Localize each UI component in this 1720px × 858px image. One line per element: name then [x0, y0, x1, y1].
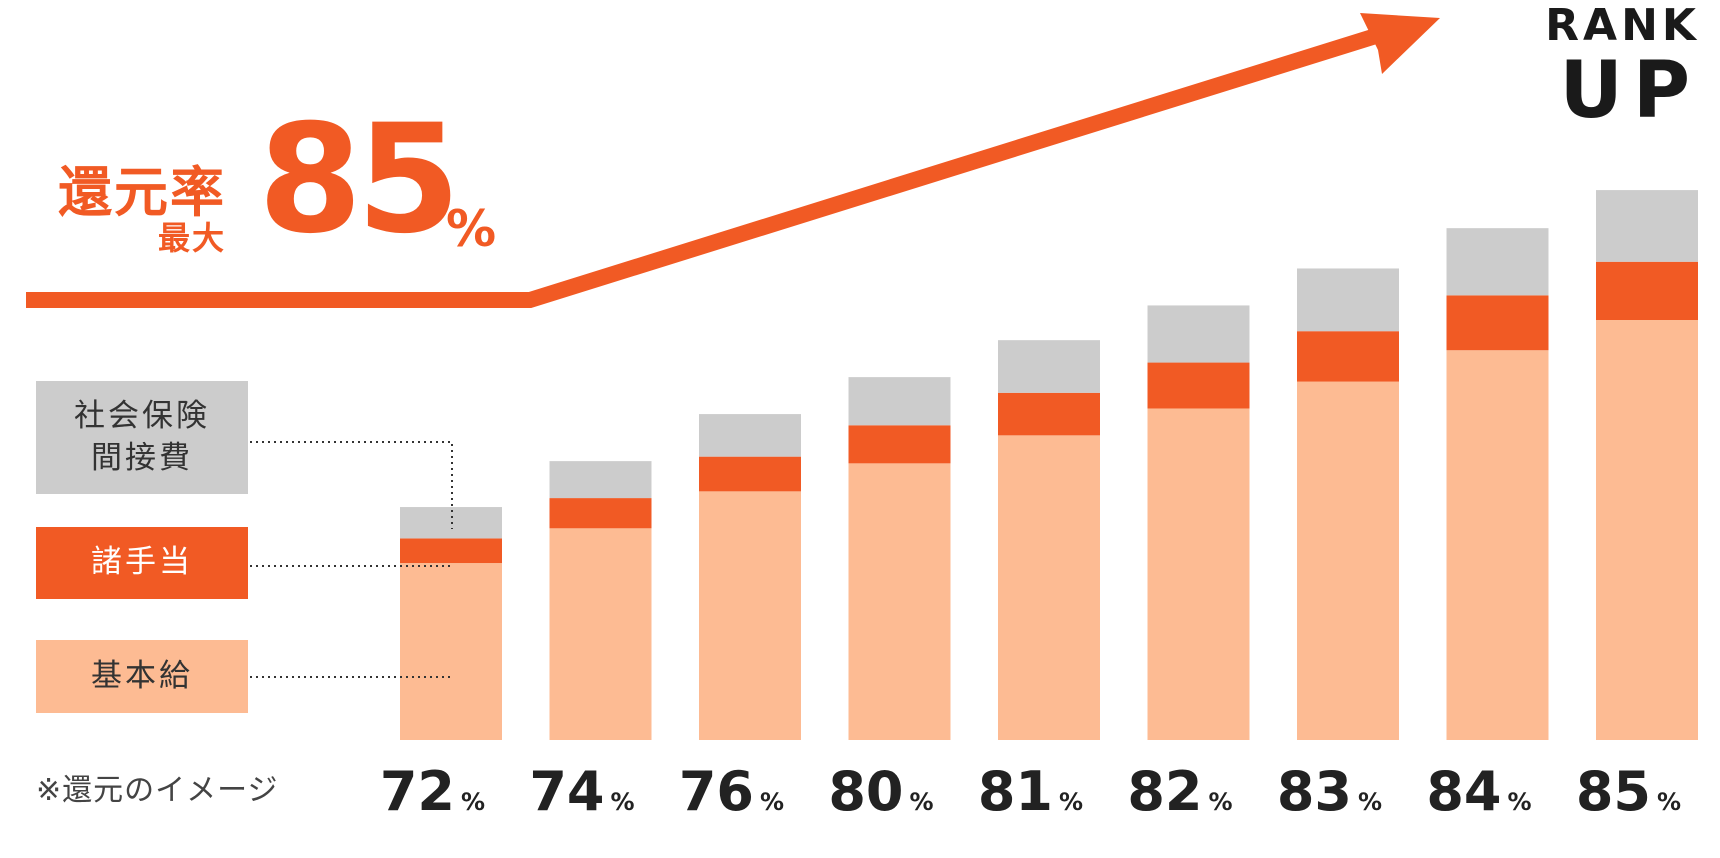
bar-base-salary-1	[400, 563, 502, 740]
category-unit-9: %	[1657, 788, 1681, 816]
category-unit-8: %	[1508, 788, 1532, 816]
bar-social-insurance-3	[699, 414, 801, 457]
bar-base-salary-8	[1446, 350, 1549, 740]
category-label-8: 84	[1426, 760, 1501, 823]
arrowhead-icon	[1360, 13, 1440, 74]
bar-social-insurance-8	[1446, 228, 1549, 296]
rank-up-arrow	[26, 13, 1440, 308]
bar-base-salary-3	[699, 491, 801, 740]
headline-label-main: 還元率	[58, 161, 226, 224]
bar-base-salary-2	[549, 528, 652, 740]
bar-social-insurance-5	[998, 340, 1100, 393]
legend-leader-lines	[250, 441, 454, 678]
headline-value: 85	[258, 93, 461, 267]
bar-base-salary-4	[848, 463, 951, 740]
trend-line	[26, 22, 1398, 308]
bar-base-salary-5	[998, 435, 1100, 740]
rank-up-label: RANK UP	[1545, 0, 1700, 136]
bar-social-insurance-4	[848, 377, 951, 426]
bar-allowance-5	[998, 392, 1100, 436]
category-label-4: 80	[828, 760, 903, 823]
category-unit-5: %	[1059, 788, 1083, 816]
bar-allowance-2	[549, 498, 652, 529]
bar-base-salary-9	[1596, 320, 1698, 740]
category-unit-3: %	[760, 788, 784, 816]
category-label-7: 83	[1277, 760, 1352, 823]
category-label-1: 72	[380, 760, 455, 823]
category-unit-4: %	[910, 788, 934, 816]
bar-allowance-1	[400, 538, 502, 564]
bar-allowance-8	[1446, 295, 1549, 351]
bar-allowance-9	[1596, 261, 1698, 320]
legend-allowance: 諸手当	[36, 527, 248, 599]
category-label-5: 81	[978, 760, 1053, 823]
bar-allowance-4	[848, 425, 951, 464]
legend-social-insurance: 社会保険 間接費	[36, 381, 248, 494]
category-label-6: 82	[1127, 760, 1202, 823]
category-labels: 72% 74% 76% 80% 81% 82% 83% 84% 85%	[380, 760, 1681, 823]
category-unit-2: %	[611, 788, 635, 816]
bar-social-insurance-6	[1147, 305, 1250, 363]
headline-label-sub: 最大	[158, 219, 227, 257]
bar-social-insurance-2	[549, 461, 652, 499]
legend-base-salary: 基本給	[36, 640, 248, 713]
bar-base-salary-6	[1147, 408, 1250, 740]
bar-allowance-7	[1297, 331, 1399, 382]
bar-group	[400, 190, 1698, 740]
rank-label: RANK	[1545, 0, 1700, 51]
bar-allowance-6	[1147, 362, 1250, 409]
bar-social-insurance-7	[1297, 268, 1399, 332]
bar-base-salary-7	[1297, 381, 1399, 740]
category-unit-1: %	[461, 788, 485, 816]
category-unit-7: %	[1358, 788, 1382, 816]
category-label-9: 85	[1576, 760, 1651, 823]
category-unit-6: %	[1209, 788, 1233, 816]
bar-allowance-3	[699, 456, 801, 492]
bar-social-insurance-9	[1596, 190, 1698, 262]
up-label: UP	[1559, 46, 1700, 136]
category-label-2: 74	[529, 760, 604, 823]
leader-social-insurance	[250, 441, 453, 529]
image-note: ※還元のイメージ	[36, 773, 279, 808]
category-label-3: 76	[679, 760, 754, 823]
headline-unit: %	[446, 200, 497, 258]
